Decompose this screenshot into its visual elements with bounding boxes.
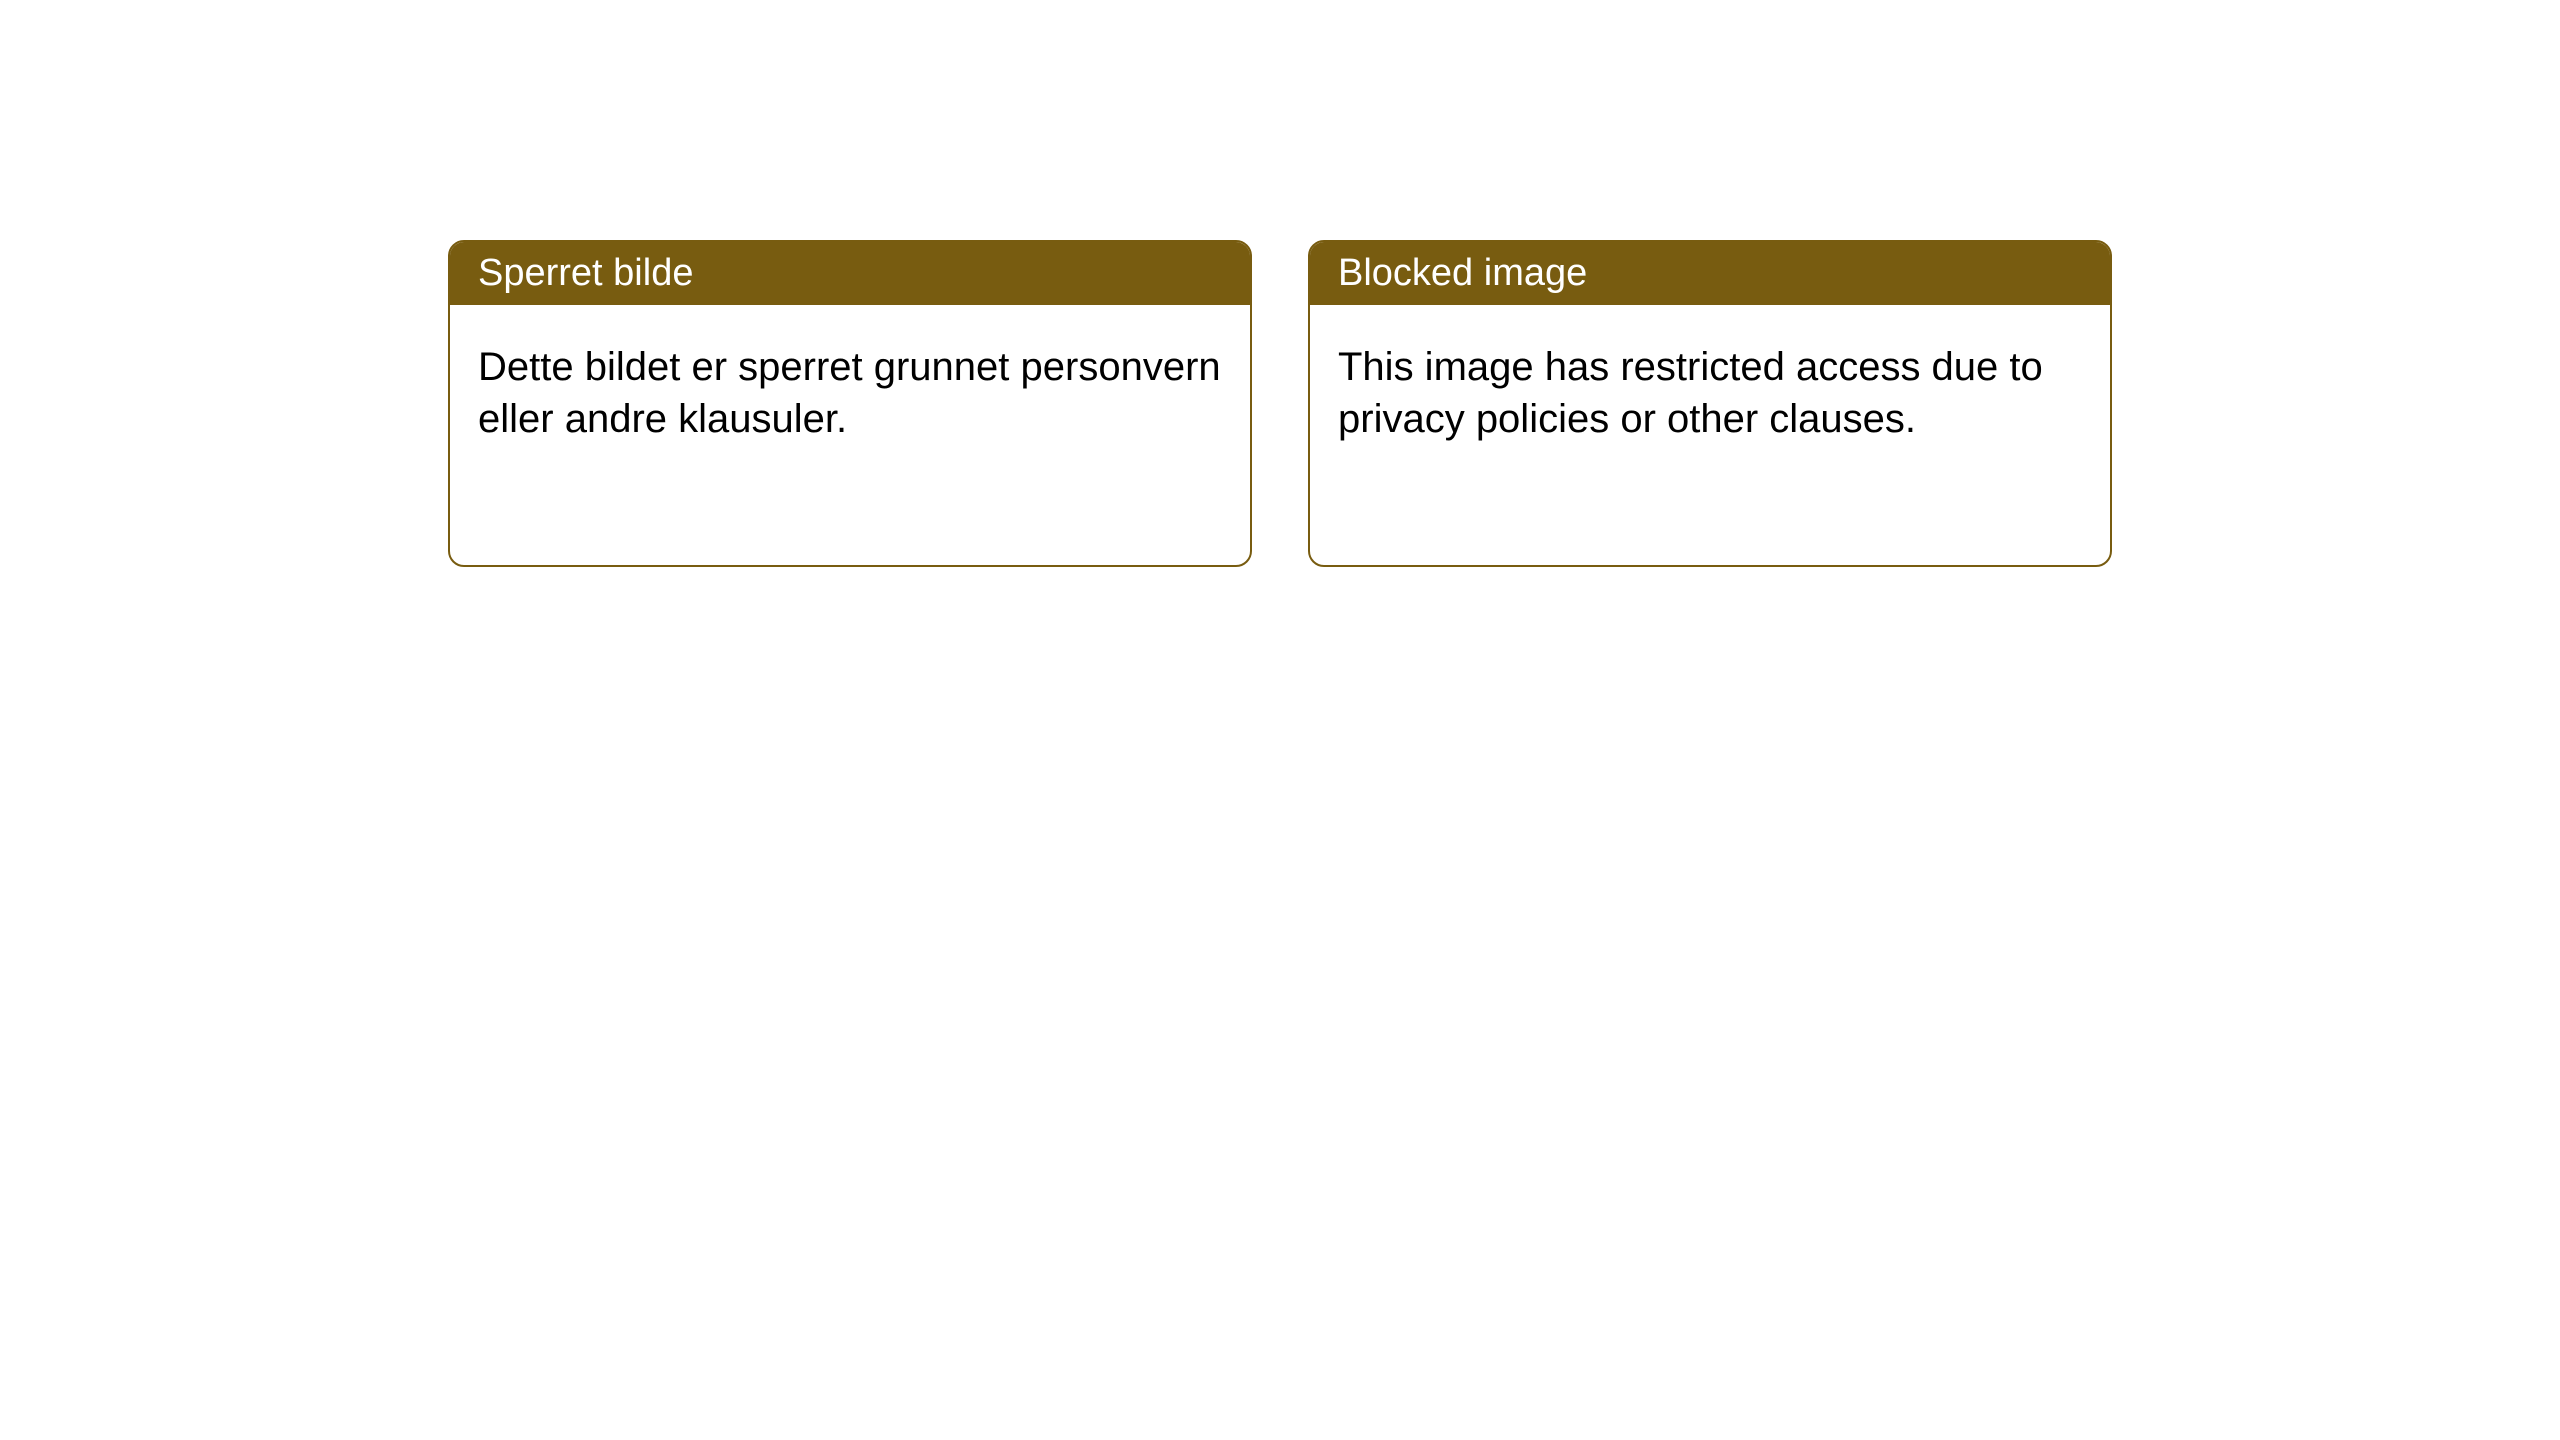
- notice-body-text: Dette bildet er sperret grunnet personve…: [478, 345, 1221, 441]
- notice-container: Sperret bilde Dette bildet er sperret gr…: [0, 0, 2560, 567]
- notice-header: Sperret bilde: [450, 242, 1250, 305]
- notice-card-norwegian: Sperret bilde Dette bildet er sperret gr…: [448, 240, 1252, 567]
- notice-title: Sperret bilde: [478, 252, 693, 294]
- notice-card-english: Blocked image This image has restricted …: [1308, 240, 2112, 567]
- notice-body: This image has restricted access due to …: [1310, 305, 2110, 565]
- notice-body-text: This image has restricted access due to …: [1338, 345, 2043, 441]
- notice-header: Blocked image: [1310, 242, 2110, 305]
- notice-body: Dette bildet er sperret grunnet personve…: [450, 305, 1250, 565]
- notice-title: Blocked image: [1338, 252, 1587, 294]
